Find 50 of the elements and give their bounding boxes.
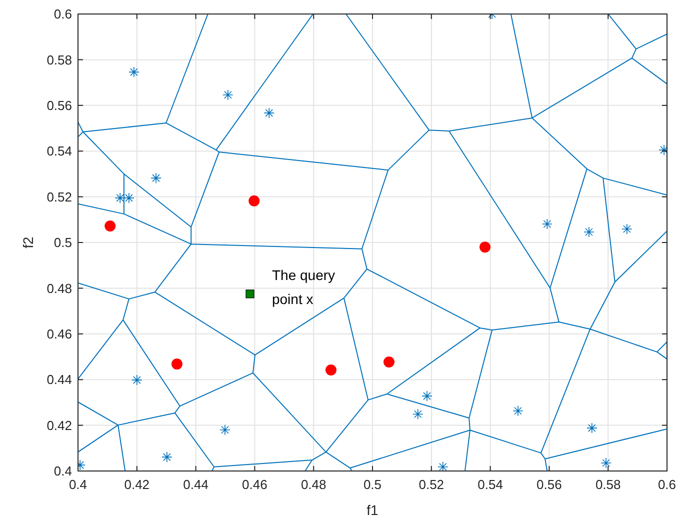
point bbox=[412, 408, 424, 420]
point bbox=[422, 390, 432, 402]
x-tick-label: 0.48 bbox=[300, 477, 326, 492]
x-tick-label: 0.42 bbox=[124, 477, 150, 492]
point bbox=[586, 422, 598, 434]
y-tick-label: 0.6 bbox=[54, 6, 72, 22]
point bbox=[104, 220, 116, 232]
point bbox=[512, 406, 524, 416]
point bbox=[600, 458, 612, 468]
point bbox=[542, 218, 553, 230]
point bbox=[248, 195, 260, 206]
point bbox=[246, 290, 254, 298]
x-tick-label: 0.6 bbox=[658, 477, 676, 492]
y-tick-label: 0.46 bbox=[46, 326, 72, 342]
point bbox=[437, 461, 448, 471]
point bbox=[124, 192, 134, 204]
x-tick-label: 0.5 bbox=[363, 477, 382, 492]
y-tick-label: 0.48 bbox=[46, 280, 72, 296]
y-tick-label: 0.54 bbox=[46, 144, 72, 159]
point bbox=[220, 424, 230, 436]
x-tick-label: 0.46 bbox=[242, 477, 268, 492]
point bbox=[128, 66, 140, 78]
y-tick-label: 0.52 bbox=[46, 189, 72, 204]
point bbox=[114, 192, 126, 204]
point bbox=[480, 242, 490, 253]
y-tick-label: 0.56 bbox=[46, 98, 72, 113]
point bbox=[622, 224, 632, 234]
x-tick-label: 0.52 bbox=[418, 477, 444, 492]
point bbox=[383, 356, 394, 368]
annotation: The query point x bbox=[272, 266, 336, 307]
point bbox=[132, 374, 142, 386]
point bbox=[150, 172, 162, 184]
y-tick-label: 0.5 bbox=[54, 235, 72, 250]
x-tick-label: 0.4 bbox=[68, 477, 88, 492]
x-tick-label: 0.56 bbox=[536, 477, 562, 492]
x-tick-label: 0.58 bbox=[595, 477, 621, 492]
y-tick-label: 0.44 bbox=[46, 372, 72, 388]
y-tick-label: 0.42 bbox=[46, 418, 72, 433]
y-tick-label: 0.58 bbox=[46, 52, 72, 68]
x-tick-label: 0.44 bbox=[183, 477, 208, 492]
point bbox=[171, 358, 182, 370]
x-tick-label: 0.54 bbox=[478, 477, 503, 492]
x-axis-title: f1 bbox=[366, 502, 379, 518]
y-axis-title: f2 bbox=[20, 236, 36, 248]
point bbox=[584, 226, 594, 238]
y-tick-label: 0.4 bbox=[54, 464, 72, 479]
point bbox=[264, 108, 275, 118]
point bbox=[162, 452, 172, 462]
point bbox=[222, 89, 234, 100]
point bbox=[325, 364, 336, 376]
